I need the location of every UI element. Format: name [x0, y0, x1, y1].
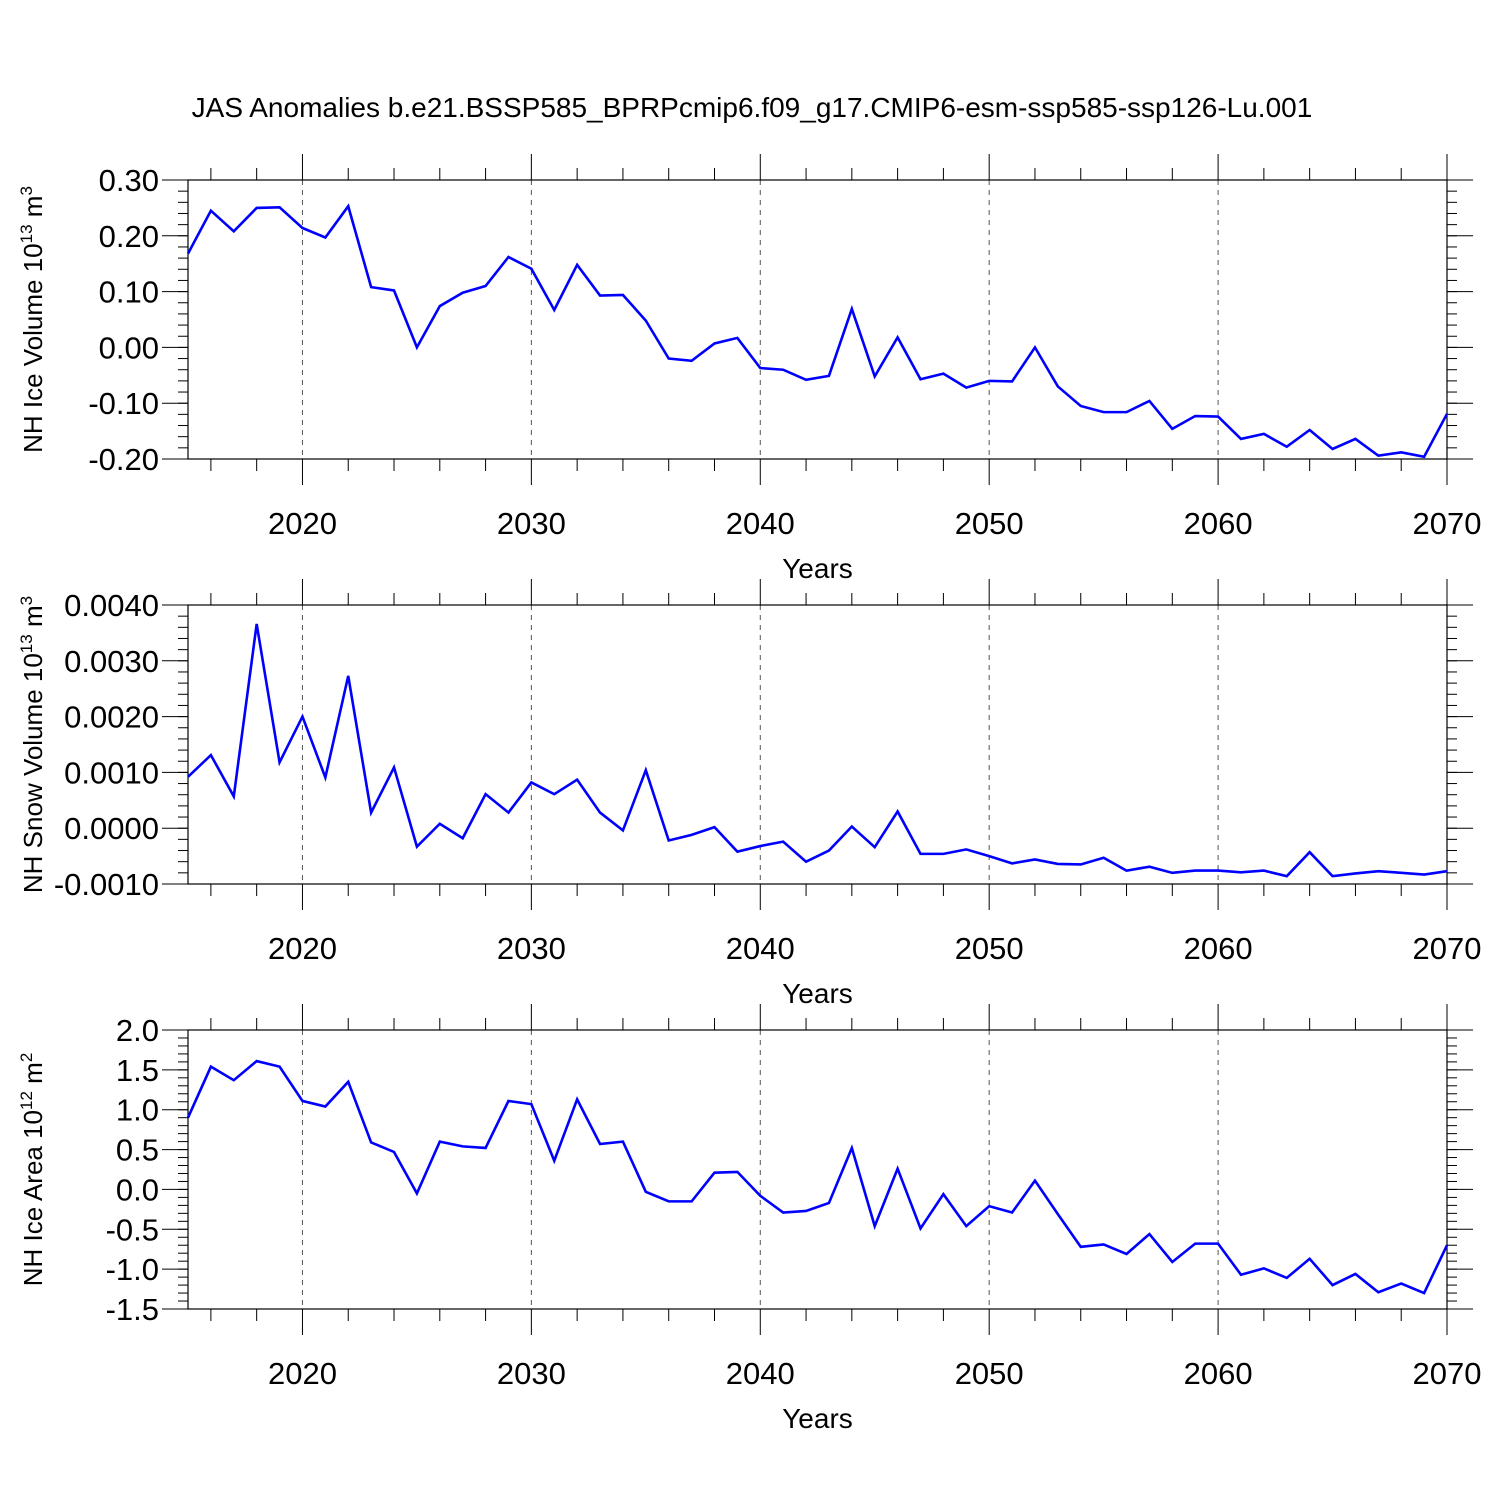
y-tick-label: -0.10 [88, 386, 159, 421]
y-tick-label: -1.0 [106, 1252, 159, 1287]
panels: 2020 2030 2040 2050 2060 2070 -0.20 -0.10 0.00 0.… [17, 154, 1481, 1434]
x-tick-label: 2030 [497, 1356, 566, 1391]
series-line [188, 624, 1447, 876]
y-tick-label: 0.10 [99, 275, 159, 310]
x-tick-label: 2050 [955, 506, 1024, 541]
panel-middle: 2020 2030 2040 2050 2060 2070 -0.0010 0.0000 0.0… [17, 579, 1481, 1009]
panel-top: 2020 2030 2040 2050 2060 2070 -0.20 -0.10 0.00 0.… [17, 154, 1481, 584]
y-tick-label: 1.0 [116, 1093, 159, 1128]
y-axis-label: NH Ice Area 1012 m2 [17, 1053, 48, 1287]
y-tick-label: 0.0030 [64, 644, 159, 679]
x-tick-label: 2020 [268, 506, 337, 541]
y-tick-label: 0.30 [99, 163, 159, 198]
x-tick-label: 2030 [497, 931, 566, 966]
series-points [188, 624, 1447, 876]
x-axis-label: Years [782, 978, 853, 1009]
x-tick-label: 2060 [1184, 506, 1253, 541]
x-axis-label: Years [782, 1403, 853, 1434]
series-line [188, 1061, 1447, 1293]
x-tick-label: 2070 [1413, 931, 1482, 966]
x-axis-label: Years [782, 553, 853, 584]
x-tick-label: 2050 [955, 931, 1024, 966]
y-tick-label: 0.00 [99, 330, 159, 365]
y-tick-label: -0.20 [88, 442, 159, 477]
series-line [188, 206, 1447, 457]
y-tick-label: -1.5 [106, 1292, 159, 1327]
y-tick-label: 0.0020 [64, 700, 159, 735]
series-points [188, 1061, 1447, 1293]
y-axis-label: NH Ice Volume 1013 m3 [17, 186, 48, 453]
y-tick-label: -0.0010 [54, 867, 159, 902]
x-tick-label: 2040 [726, 1356, 795, 1391]
y-axis-label: NH Snow Volume 1013 m3 [17, 596, 48, 893]
plot-frame [188, 1030, 1447, 1309]
y-tick-label: -0.5 [106, 1212, 159, 1247]
x-tick-label: 2060 [1184, 1356, 1253, 1391]
y-tick-label: 2.0 [116, 1013, 159, 1048]
plot-frame [188, 180, 1447, 459]
chart-title: JAS Anomalies b.e21.BSSP585_BPRPcmip6.f0… [192, 92, 1313, 123]
x-tick-label: 2040 [726, 931, 795, 966]
y-tick-label: 0.20 [99, 219, 159, 254]
x-tick-label: 2040 [726, 506, 795, 541]
x-tick-label: 2030 [497, 506, 566, 541]
plot-frame [188, 605, 1447, 884]
x-tick-label: 2020 [268, 931, 337, 966]
x-tick-label: 2070 [1413, 506, 1482, 541]
y-tick-label: 0.0010 [64, 755, 159, 790]
x-tick-label: 2060 [1184, 931, 1253, 966]
y-tick-label: 1.5 [116, 1053, 159, 1088]
y-tick-label: 0.5 [116, 1133, 159, 1168]
x-tick-label: 2070 [1413, 1356, 1482, 1391]
x-tick-label: 2050 [955, 1356, 1024, 1391]
series-points [188, 206, 1447, 457]
y-tick-label: 0.0 [116, 1172, 159, 1207]
y-tick-label: 0.0000 [64, 811, 159, 846]
y-tick-label: 0.0040 [64, 588, 159, 623]
x-tick-label: 2020 [268, 1356, 337, 1391]
panel-bottom: 2020 2030 2040 2050 2060 2070 -1.5 -1.0 -0.5 0.0 0… [17, 1004, 1481, 1434]
